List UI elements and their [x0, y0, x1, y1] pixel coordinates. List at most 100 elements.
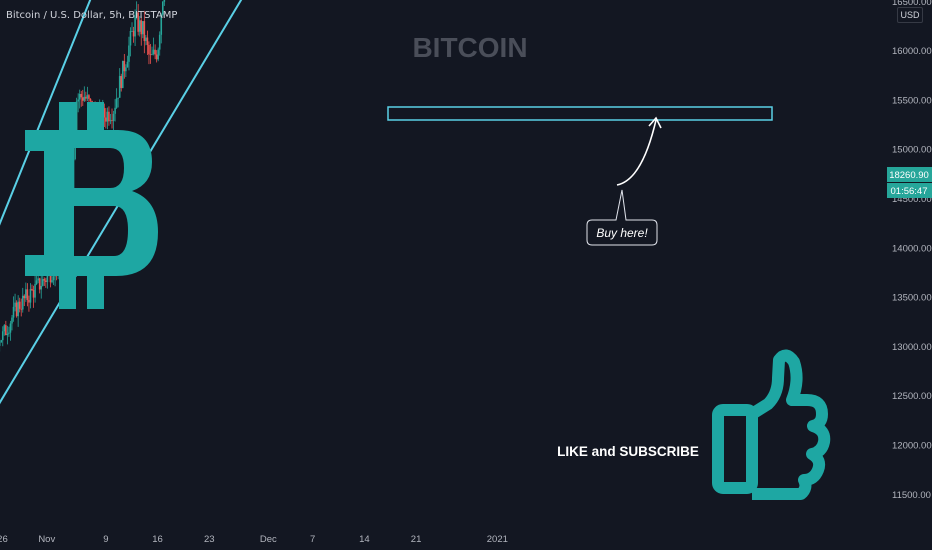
candle-body [38, 278, 41, 290]
candle-body [45, 280, 47, 283]
price-tick-label: 12000.00 [892, 440, 932, 451]
candle-body [151, 53, 153, 55]
candle-body [152, 49, 155, 54]
candle-body [0, 340, 3, 343]
candle-body [17, 301, 19, 317]
bitcoin-logo-icon [25, 102, 158, 309]
candle-body [109, 120, 112, 122]
price-tick-label: 11500.00 [892, 490, 931, 501]
candle-body [105, 117, 107, 122]
candle-body [115, 98, 118, 108]
candle-body [25, 289, 27, 299]
price-tick-label: 15500.00 [892, 95, 932, 106]
candle-body [1, 331, 4, 341]
projection-arrow [616, 119, 657, 186]
candle-body [135, 12, 138, 17]
time-tick-label: 2021 [487, 534, 508, 545]
thumbs-up-icon[interactable] [712, 349, 831, 500]
candle-body [146, 37, 149, 45]
candle-body [29, 288, 32, 303]
candle-body [123, 60, 126, 72]
time-tick-label: 7 [310, 534, 315, 545]
candle-body [138, 20, 141, 32]
price-tick-label: 14000.00 [892, 243, 932, 254]
candle-body [85, 96, 87, 99]
candle-body [35, 280, 38, 285]
candle-body [28, 299, 30, 303]
candle-body [34, 284, 36, 298]
callout-text: Buy here! [596, 226, 648, 240]
candle-body [129, 31, 132, 46]
time-tick-label: Nov [38, 534, 55, 545]
buy-callout[interactable]: Buy here! [586, 189, 658, 246]
candle-body [9, 323, 12, 333]
candle-body [75, 101, 78, 131]
candle-body [6, 333, 9, 336]
candle-body [111, 120, 113, 121]
countdown-label: 01:56:47 [891, 186, 928, 197]
candle-body [43, 279, 46, 281]
trendline[interactable] [0, 0, 409, 534]
resistance-zone[interactable] [387, 106, 773, 121]
time-tick-label: 9 [103, 534, 108, 545]
candle-body [141, 21, 144, 35]
price-tick-label: 15000.00 [892, 145, 932, 156]
time-tick-label: 16 [152, 534, 163, 545]
candle-body [77, 99, 79, 102]
price-tick-label: 14500.00 [892, 194, 932, 205]
price-tick-label: 16000.00 [892, 46, 932, 57]
candle-body [3, 325, 6, 332]
candle-body [32, 290, 35, 298]
candle-body [161, 1, 164, 15]
time-tick-label: 23 [204, 534, 215, 545]
candle-body [11, 317, 13, 324]
candle-body [149, 54, 152, 55]
candle-body [12, 306, 15, 318]
candle-body [51, 280, 53, 283]
last-price-tag: 18260.90 01:56:47 [887, 167, 932, 198]
price-tick-label: 16500.00 [892, 0, 932, 8]
candle-body [21, 295, 24, 310]
price-axis[interactable]: 21000.0020500.0020000.0019500.0019000.00… [892, 0, 932, 501]
candle-body [46, 275, 49, 283]
candle-body [114, 107, 116, 114]
symbol-header: Bitcoin / U.S. Dollar, 5h, BITSTAMP [6, 10, 178, 21]
candle-body [118, 76, 121, 98]
candle-body [128, 45, 130, 62]
time-axis[interactable]: 121926Nov91623Dec714212021 [0, 534, 508, 545]
candle-body [40, 285, 43, 290]
candle-body [81, 97, 84, 101]
candle-body [158, 34, 161, 50]
candle-body [163, 0, 166, 2]
candle-body [23, 295, 26, 299]
trendline[interactable] [0, 0, 209, 509]
time-tick-label: Dec [260, 534, 277, 545]
candle-body [120, 76, 123, 88]
candle-body [126, 61, 129, 68]
candle-body [86, 95, 89, 99]
cta-text: LIKE and SUBSCRIBE [557, 444, 699, 459]
candle-body [52, 276, 55, 281]
candle-body [155, 54, 158, 60]
candle-body [143, 21, 146, 42]
candle-body [145, 37, 147, 42]
candle-body [49, 271, 52, 283]
candle-body [160, 14, 163, 35]
candle-body [78, 93, 81, 100]
candle-body [132, 30, 135, 37]
currency-button[interactable]: USD [897, 7, 923, 23]
price-tick-label: 13000.00 [892, 342, 932, 353]
candle-body [83, 96, 86, 101]
candle-body [8, 332, 10, 334]
candle-body [112, 113, 115, 121]
candle-body [137, 12, 139, 32]
candle-body [80, 93, 83, 98]
candle-body [154, 49, 156, 55]
candle-body [31, 288, 33, 291]
time-tick-label: 26 [0, 534, 8, 545]
candle-body [37, 278, 39, 281]
price-tick-label: 12500.00 [892, 391, 932, 402]
chart-title: BITCOIN [412, 32, 527, 63]
candle-body [15, 302, 18, 317]
